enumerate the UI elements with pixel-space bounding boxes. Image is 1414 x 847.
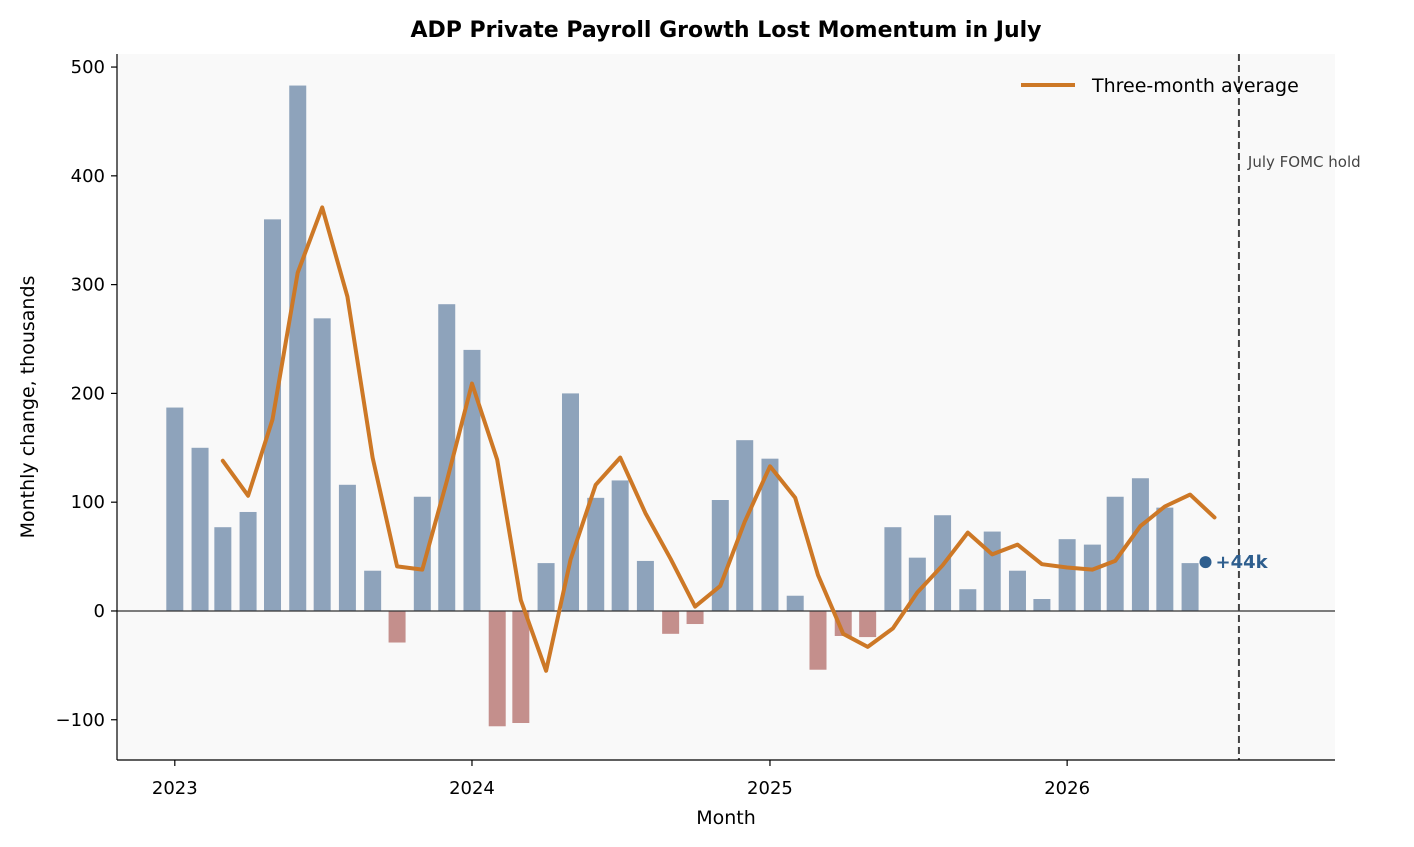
y-axis-label: Monthly change, thousands	[17, 276, 39, 539]
x-axis-label: Month	[696, 807, 756, 829]
bar-2023-11	[413, 496, 431, 611]
fomc-annotation: July FOMC hold	[1247, 153, 1361, 171]
bar-2025-06	[884, 527, 902, 611]
y-tick-label-100: 100	[71, 492, 105, 513]
bar-2023-02	[191, 447, 209, 611]
y-tick-label-300: 300	[71, 275, 105, 296]
y-tick-label--100: −100	[56, 710, 105, 731]
bar-2023-09	[364, 570, 382, 611]
x-ticks: 2023 2024 2025 2026	[152, 760, 1090, 799]
bar-2023-12	[438, 304, 456, 611]
bar-2025-05	[859, 610, 877, 638]
y-tick-label-0: 0	[94, 601, 105, 622]
y-ticks: −100 0 100 200 300 400 500	[56, 57, 117, 731]
bar-2024-09	[662, 610, 680, 634]
y-tick-label-200: 200	[71, 383, 105, 404]
bar-2023-03	[214, 527, 232, 611]
bar-2026-04	[1131, 478, 1149, 611]
bar-2026-06	[1181, 563, 1199, 611]
y-tick-label-500: 500	[71, 57, 105, 78]
latest-value-label: +44k	[1216, 552, 1269, 573]
bar-2023-08	[338, 484, 356, 611]
legend: Three-month average	[1021, 75, 1299, 97]
y-tick-label-400: 400	[71, 166, 105, 187]
bar-2025-03	[809, 610, 827, 670]
bar-2024-06	[587, 497, 605, 611]
latest-value-marker	[1199, 556, 1212, 569]
bars-layer	[166, 85, 1199, 727]
bar-2024-01	[463, 349, 481, 611]
bar-2026-01	[1058, 539, 1076, 611]
bar-2023-07	[313, 318, 331, 611]
bar-2023-06	[289, 85, 307, 611]
bar-2023-10	[388, 610, 406, 643]
bar-2024-07	[611, 480, 629, 611]
bar-2023-01	[166, 407, 184, 611]
bar-2026-03	[1106, 496, 1124, 611]
x-tick-label-2025: 2025	[747, 778, 793, 799]
bar-2026-02	[1083, 544, 1101, 611]
bar-2025-09	[959, 589, 977, 611]
bar-2025-10	[983, 531, 1001, 611]
bar-2024-02	[488, 610, 506, 727]
bar-2024-04	[537, 563, 555, 611]
bar-2025-11	[1008, 570, 1026, 611]
bar-2024-03	[512, 610, 530, 724]
bar-2025-12	[1033, 599, 1051, 611]
bar-2024-05	[561, 393, 579, 611]
bar-2024-08	[636, 560, 654, 611]
bar-2025-04	[834, 610, 852, 636]
bar-2024-11	[711, 500, 729, 611]
bar-2025-02	[786, 595, 804, 611]
x-tick-label-2024: 2024	[449, 778, 495, 799]
three-month-average-line	[220, 205, 1217, 673]
chart-title: ADP Private Payroll Growth Lost Momentum…	[410, 18, 1041, 43]
bar-2023-04	[239, 511, 257, 611]
x-tick-label-2023: 2023	[152, 778, 198, 799]
bar-2024-10	[686, 610, 704, 625]
bar-2026-05	[1156, 507, 1174, 611]
bar-2025-01	[761, 458, 779, 611]
legend-label-average: Three-month average	[1091, 75, 1299, 97]
x-tick-label-2026: 2026	[1044, 778, 1090, 799]
